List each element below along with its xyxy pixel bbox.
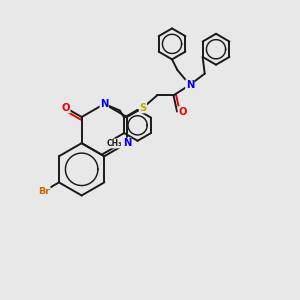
Text: N: N xyxy=(100,99,109,109)
Text: S: S xyxy=(139,103,146,113)
Text: Br: Br xyxy=(38,187,50,196)
Text: O: O xyxy=(61,103,70,113)
Text: N: N xyxy=(123,138,131,148)
Text: CH₃: CH₃ xyxy=(107,139,123,148)
Text: N: N xyxy=(186,80,194,90)
Text: O: O xyxy=(178,107,187,117)
